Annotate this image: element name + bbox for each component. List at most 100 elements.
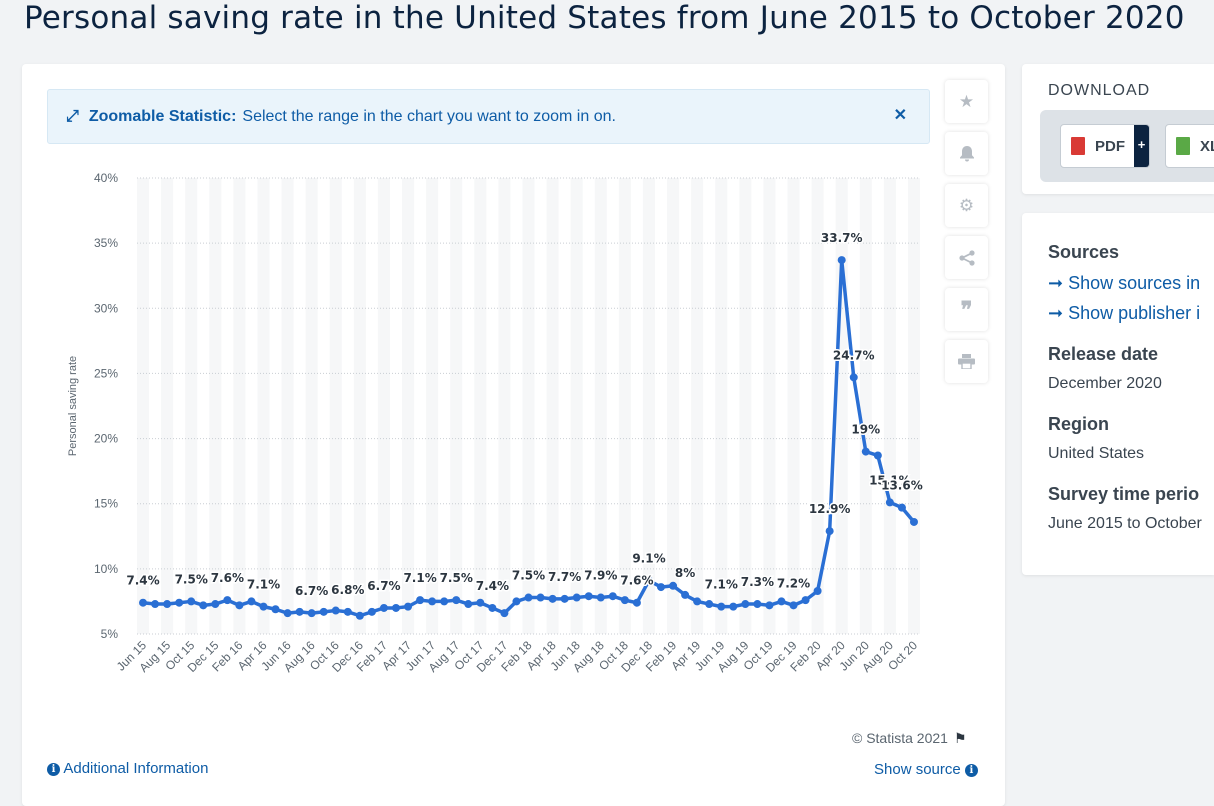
data-point	[657, 583, 666, 592]
data-point	[789, 601, 798, 610]
data-label: 8%	[675, 566, 695, 580]
data-point	[428, 597, 437, 606]
zoom-text: Select the range in the chart you want t…	[242, 107, 616, 125]
star-icon[interactable]: ★	[945, 80, 988, 123]
column-band	[739, 178, 752, 634]
column-band	[329, 178, 342, 634]
gear-icon[interactable]: ⚙	[945, 184, 988, 227]
column-band	[498, 178, 511, 634]
data-label: 7.4%	[126, 574, 159, 588]
data-point	[211, 600, 220, 609]
column-band	[546, 178, 559, 634]
data-point	[163, 600, 172, 609]
data-point	[512, 597, 521, 606]
data-label: 7.7%	[548, 570, 581, 584]
column-band	[281, 178, 294, 634]
line-chart[interactable]: 5% 10% 15% 20% 25% 30% 35% 40% Personal saving r…	[22, 64, 1005, 806]
data-point	[536, 593, 545, 602]
data-point	[404, 602, 413, 611]
data-label: 13.6%	[881, 479, 923, 493]
data-point	[223, 596, 232, 605]
data-point	[644, 576, 653, 585]
column-band	[835, 178, 848, 634]
data-label: 7.5%	[512, 569, 545, 583]
data-point	[620, 596, 629, 605]
data-label: 33.7%	[821, 231, 863, 245]
download-title: DOWNLOAD	[1048, 82, 1151, 99]
statistic-info-card: Sources ➞ Show sources in ➞ Show publish…	[1022, 213, 1214, 575]
data-point	[596, 593, 605, 602]
sources-title: Sources	[1048, 242, 1120, 262]
column-band	[377, 178, 390, 634]
data-point	[825, 527, 834, 536]
data-point	[560, 594, 569, 603]
data-label: 6.7%	[367, 579, 400, 593]
data-point	[861, 447, 870, 456]
data-point	[259, 602, 268, 611]
column-band	[161, 178, 174, 634]
data-point	[524, 593, 533, 602]
column-band	[811, 178, 824, 634]
data-point	[391, 603, 400, 612]
data-point	[909, 517, 918, 526]
column-band	[402, 178, 415, 634]
share-icon[interactable]	[945, 236, 988, 279]
data-label: 7.6%	[620, 574, 653, 588]
data-point	[319, 607, 328, 616]
data-label: 7.5%	[175, 572, 208, 586]
data-point	[681, 590, 690, 599]
data-point	[765, 601, 774, 610]
column-band	[883, 178, 896, 634]
data-point	[283, 609, 292, 618]
page-title: Personal saving rate in the United State…	[24, 0, 1185, 36]
data-point	[717, 602, 726, 611]
pdf-download-button[interactable]: PDF +	[1060, 124, 1150, 168]
quote-icon[interactable]: ❞	[945, 288, 988, 331]
release-date-title: Release date	[1048, 344, 1159, 364]
column-band	[353, 178, 366, 634]
data-point	[187, 597, 196, 606]
flag-icon[interactable]: ⚑	[953, 730, 967, 746]
column-band	[691, 178, 704, 634]
pdf-label: PDF	[1095, 137, 1125, 155]
y-tick-label: 25%	[94, 366, 118, 380]
info-icon: i	[47, 763, 60, 776]
show-publisher-label: Show publisher i	[1068, 303, 1201, 323]
data-point	[632, 598, 641, 607]
data-point	[367, 607, 376, 616]
data-point	[464, 600, 473, 609]
data-point	[584, 592, 593, 601]
data-point	[307, 609, 316, 618]
additional-info-label: Additional Information	[63, 760, 209, 777]
data-point	[247, 597, 256, 606]
show-publisher-link[interactable]: ➞ Show publisher i	[1048, 303, 1201, 323]
data-point	[235, 601, 244, 610]
column-band	[209, 178, 222, 634]
y-tick-label: 35%	[94, 236, 118, 250]
y-axis-title: Personal saving rate	[67, 356, 79, 456]
data-point	[897, 503, 906, 512]
show-sources-link[interactable]: ➞ Show sources in	[1048, 273, 1201, 293]
xls-label: XL	[1200, 137, 1214, 155]
print-icon[interactable]	[945, 340, 988, 383]
y-tick-label: 5%	[101, 627, 119, 641]
additional-info-link[interactable]: i Additional Information	[47, 760, 208, 777]
data-point	[488, 603, 497, 612]
show-source-link[interactable]: Show source i	[874, 761, 978, 778]
zoom-label: Zoomable Statistic:	[88, 107, 237, 125]
pdf-plus-button[interactable]: +	[1134, 125, 1149, 167]
data-point	[175, 598, 184, 607]
copyright-text: © Statista 2021	[852, 730, 948, 746]
data-point	[873, 451, 882, 460]
column-band	[594, 178, 607, 634]
close-icon[interactable]: ✕	[893, 107, 907, 124]
y-tick-label: 10%	[94, 562, 118, 576]
data-point	[608, 592, 617, 601]
column-band	[667, 178, 680, 634]
y-tick-label: 40%	[94, 171, 118, 185]
data-label: 9.1%	[632, 552, 665, 566]
xls-download-button[interactable]: XL	[1165, 124, 1214, 168]
release-date-value: December 2020	[1048, 375, 1162, 392]
data-label: 7.3%	[741, 575, 774, 589]
bell-icon[interactable]	[945, 132, 988, 175]
